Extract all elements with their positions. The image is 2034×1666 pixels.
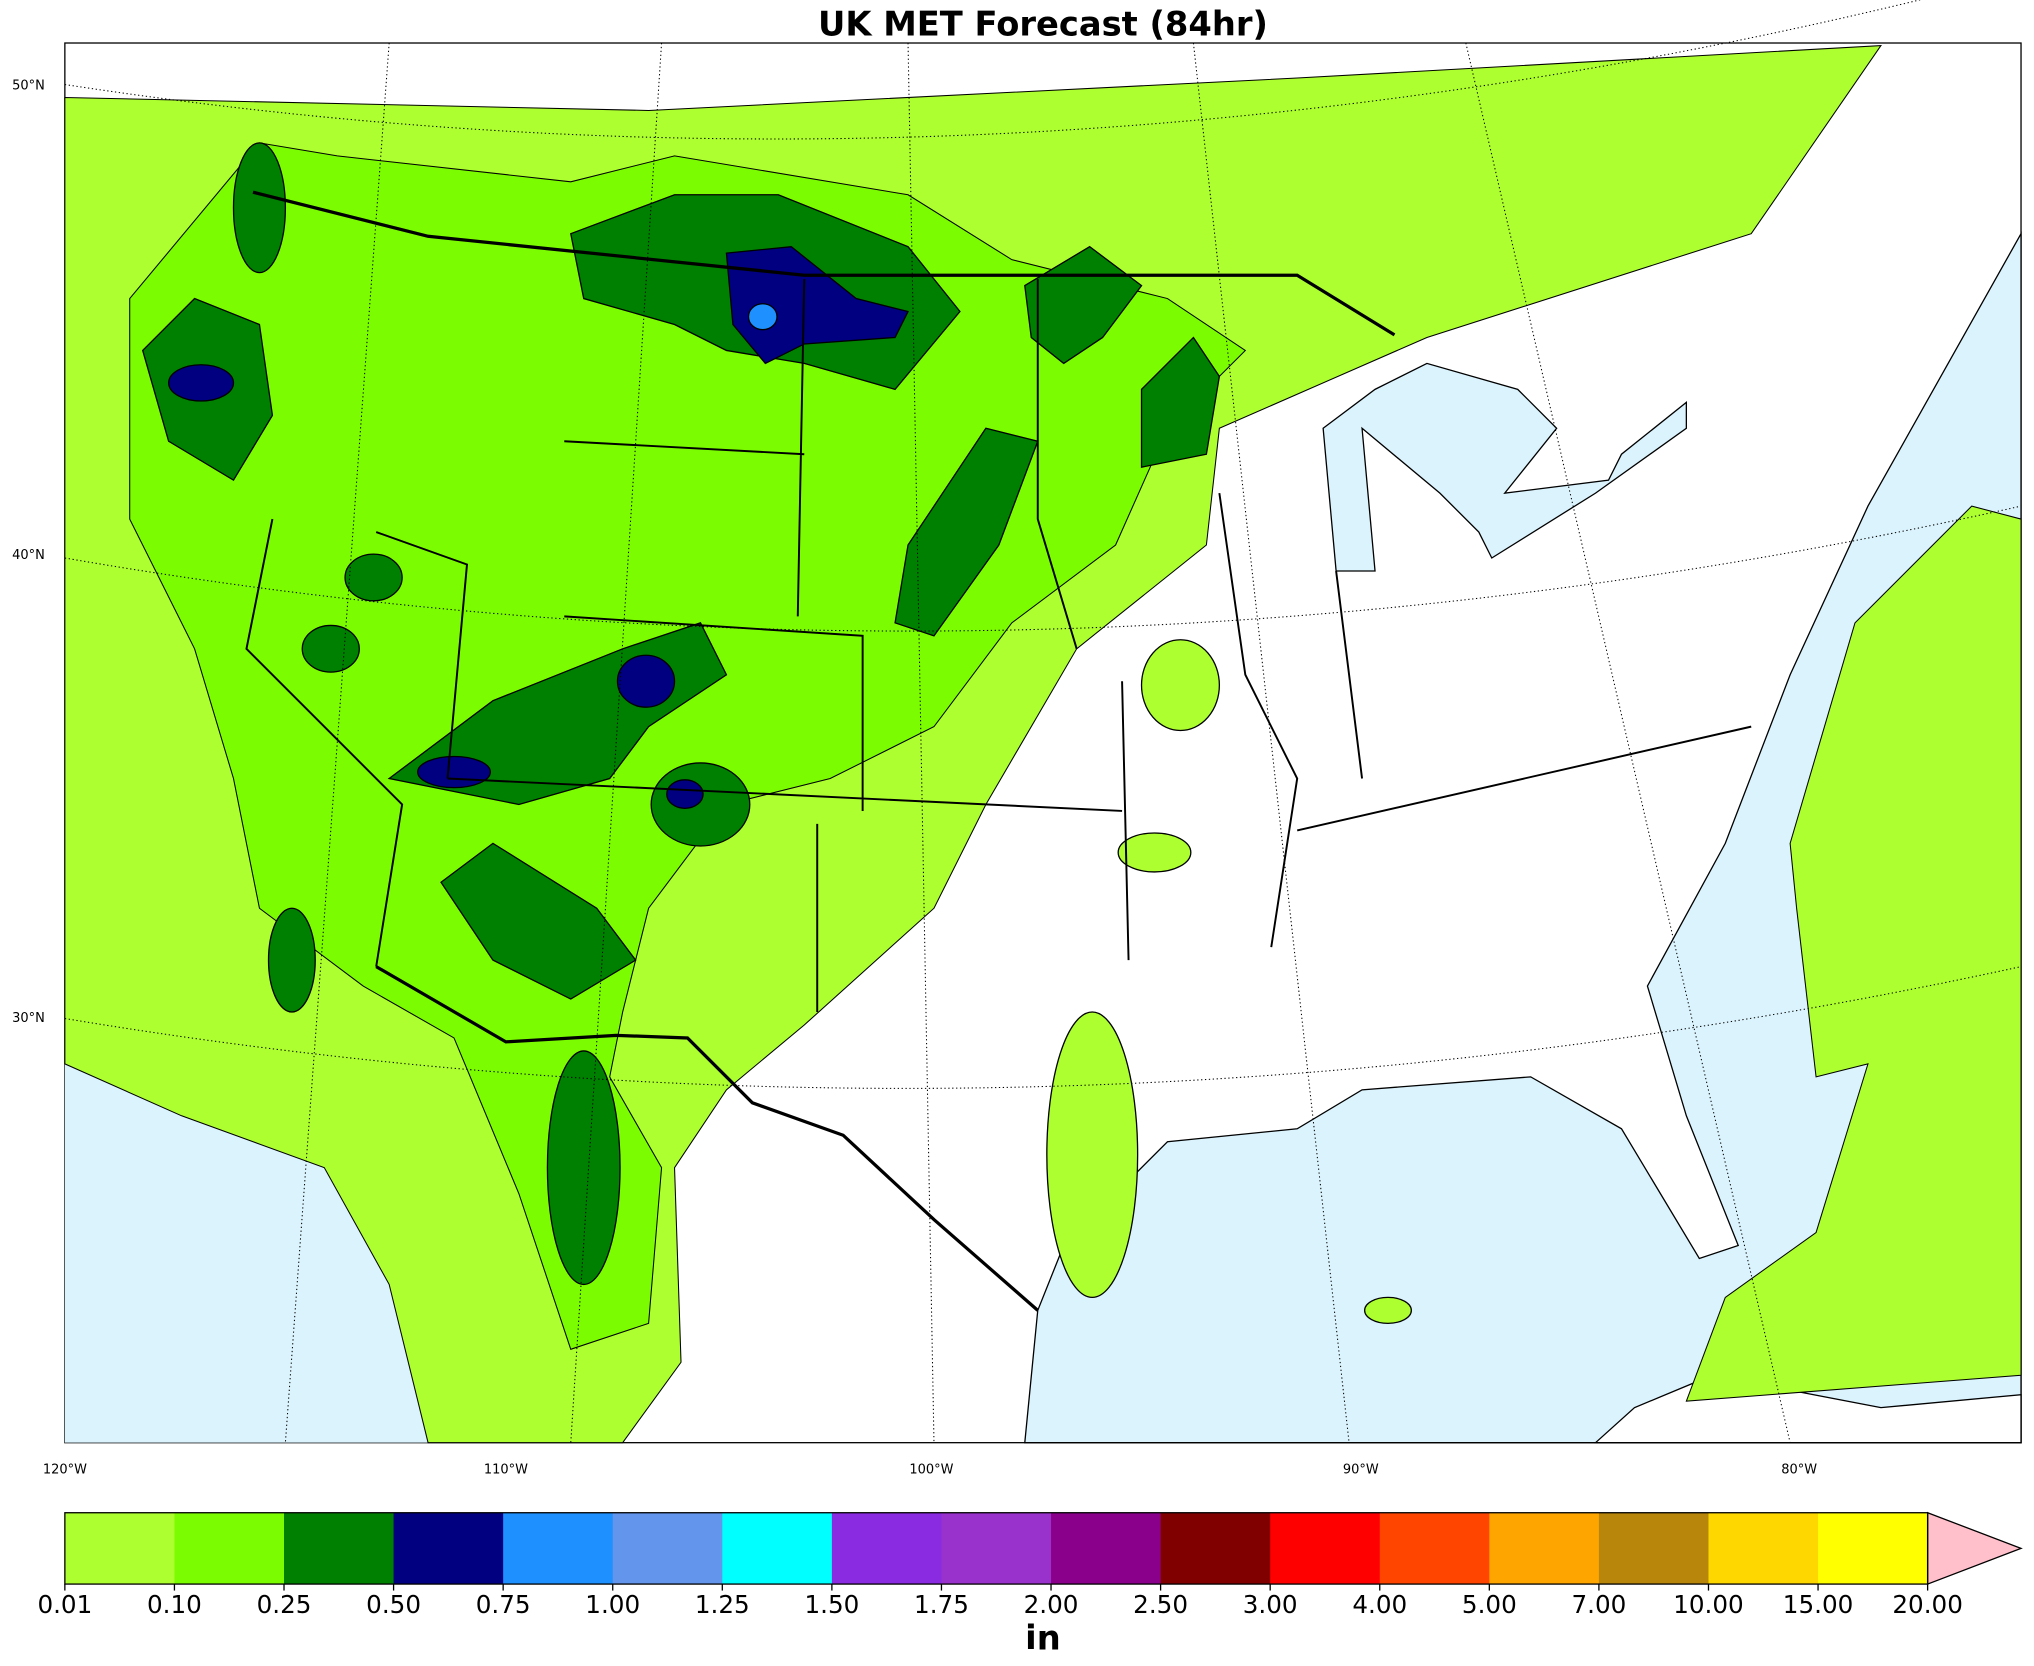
colorbar-swatch <box>941 1512 1052 1585</box>
atlantic-gulf <box>1024 231 2022 1444</box>
colorbar-swatch <box>284 1512 395 1585</box>
colorbar-swatch <box>1379 1512 1490 1585</box>
precip-0-25 <box>650 762 751 847</box>
latitude-label: 50°N <box>12 78 45 93</box>
graticule <box>64 0 2022 1443</box>
colorbar-swatch <box>1051 1512 1162 1585</box>
precip-0-01 <box>1117 832 1192 873</box>
title: UK MET Forecast (84hr) <box>818 5 1268 44</box>
colorbar-label: 0.01 <box>37 1590 92 1619</box>
longitude-label: 80°W <box>1781 1462 1817 1477</box>
border <box>375 965 1039 1312</box>
great-lakes <box>1322 362 1688 572</box>
colorbar-label: 0.25 <box>257 1590 312 1619</box>
colorbar-label: 3.00 <box>1243 1590 1298 1619</box>
colorbar-unit: in <box>1025 1618 1061 1657</box>
colorbar-label: 15.00 <box>1783 1590 1854 1619</box>
colorbar-swatch <box>1598 1512 1710 1585</box>
colorbar-swatch <box>612 1512 723 1585</box>
colorbar-swatch <box>1160 1512 1271 1585</box>
colorbar-extension <box>1926 1511 2023 1586</box>
precip-0-50 <box>666 779 704 810</box>
colorbar-swatch <box>1818 1512 1929 1585</box>
colorbar-label: 7.00 <box>1571 1590 1626 1619</box>
border <box>252 190 1396 337</box>
colorbar-label: 0.75 <box>476 1590 531 1619</box>
precip-0-25 <box>232 142 287 274</box>
precip-0-25 <box>1140 336 1221 468</box>
latitude-label: 30°N <box>12 1011 45 1026</box>
colorbar-label: 4.00 <box>1352 1590 1407 1619</box>
colorbar-label: 1.50 <box>804 1590 859 1619</box>
colorbar-label: 2.50 <box>1133 1590 1188 1619</box>
precip-0-50 <box>417 755 491 789</box>
precip-0-25 <box>546 1050 621 1286</box>
longitude-label: 100°W <box>909 1462 953 1477</box>
precip-0-50 <box>725 245 909 365</box>
colorbar-label: 0.10 <box>147 1590 202 1619</box>
colorbar-frame <box>64 1512 1929 1585</box>
longitude-label: 90°W <box>1343 1462 1379 1477</box>
latitude-label: 40°N <box>12 548 45 563</box>
precip-0-25 <box>301 624 360 673</box>
map <box>64 0 2022 1444</box>
colorbar: 0.01 0.10 0.25 0.50 0.75 1.00 1.25 1.50 1.75 2.00… <box>37 1511 2023 1619</box>
colorbar-swatch <box>1270 1512 1381 1585</box>
precip-0-75 <box>747 303 778 331</box>
colorbar-label: 5.00 <box>1462 1590 1517 1619</box>
precip-0-25 <box>344 553 403 602</box>
colorbar-label: 10.00 <box>1673 1590 1744 1619</box>
colorbar-label: 0.50 <box>366 1590 421 1619</box>
state-lines <box>245 279 1752 1013</box>
colorbar-swatch <box>1489 1512 1600 1585</box>
colorbar-label: 1.00 <box>585 1590 640 1619</box>
colorbar-label: 1.25 <box>695 1590 750 1619</box>
colorbar-label: 1.75 <box>914 1590 969 1619</box>
colorbar-label: 2.00 <box>1024 1590 1079 1619</box>
colorbar-swatch <box>831 1512 943 1585</box>
colorbar-swatch <box>174 1512 285 1585</box>
colorbar-swatch <box>64 1512 176 1585</box>
precip-0-01 <box>1363 1296 1412 1324</box>
colorbar-swatch <box>722 1512 833 1585</box>
longitude-label: 120°W <box>43 1462 87 1477</box>
precip-0-25 <box>440 842 637 1000</box>
colorbar-swatch <box>503 1512 614 1585</box>
precip-0-25 <box>267 907 316 1013</box>
precip-0-25 <box>894 427 1039 637</box>
precip-0-01 <box>1046 1011 1139 1299</box>
precip-0-50 <box>616 654 676 708</box>
precip-0-01 <box>1140 639 1221 732</box>
colorbar-swatch <box>1708 1512 1819 1585</box>
colorbar-label: 20.00 <box>1892 1590 1963 1619</box>
precip-0-50 <box>167 364 235 402</box>
precip-0-01 <box>1685 505 2022 1402</box>
colorbar-swatch <box>393 1512 504 1585</box>
axis-labels: 50°N 40°N 30°N 120°W 110°W 100°W 90°W 80°W <box>12 78 1817 1477</box>
longitude-label: 110°W <box>484 1462 528 1477</box>
